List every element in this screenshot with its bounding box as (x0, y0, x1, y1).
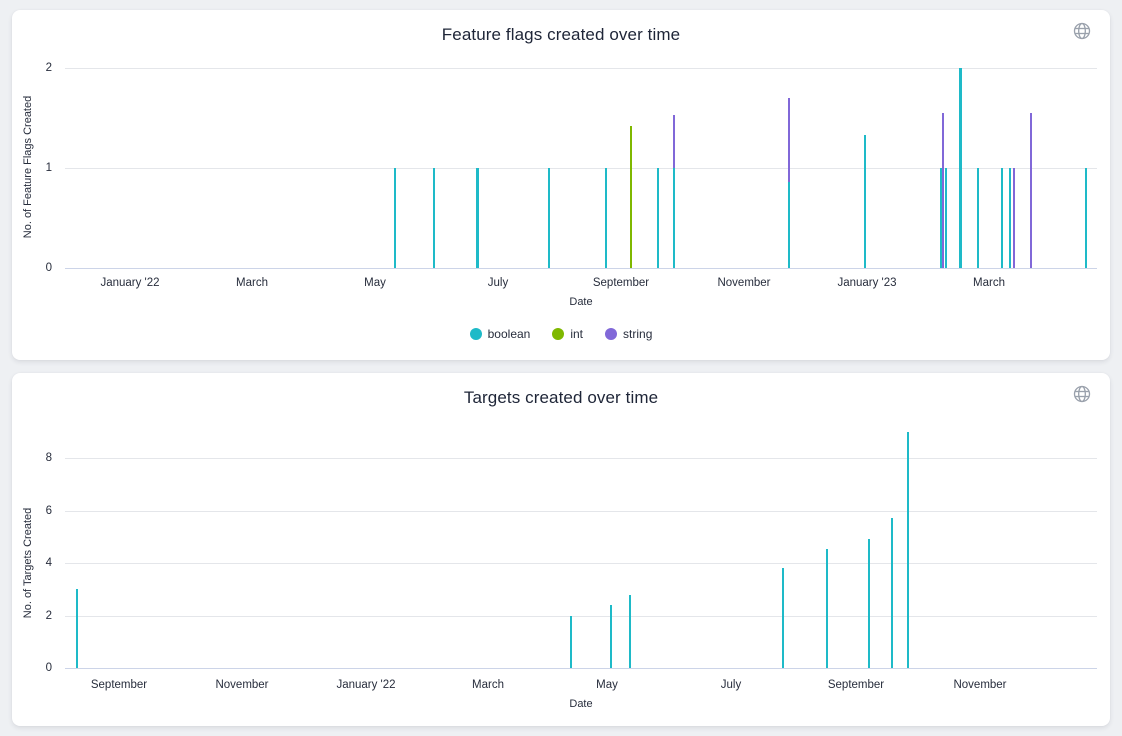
globe-icon[interactable] (1071, 384, 1093, 406)
y-tick-label: 1 (45, 161, 52, 174)
y-gridline (65, 458, 1097, 459)
bar-string[interactable] (1030, 112, 1032, 268)
legend-item-string[interactable]: string (605, 327, 652, 341)
x-tick-label: March (472, 679, 504, 691)
y-tick-label: 8 (45, 452, 52, 464)
globe-icon[interactable] (1071, 21, 1093, 43)
globe-icon (1073, 385, 1091, 403)
legend-label: string (623, 327, 653, 341)
y-gridline (65, 510, 1097, 512)
legend-item-boolean[interactable]: boolean (469, 327, 531, 341)
x-tick-label: November (717, 277, 771, 289)
x-tick-label: January '23 (837, 277, 897, 289)
bar-boolean[interactable] (475, 167, 479, 268)
bar-boolean[interactable] (1085, 167, 1087, 268)
bar-string[interactable] (942, 112, 944, 268)
x-tick-label: March (973, 277, 1005, 289)
x-tick-label: March (236, 277, 268, 289)
bar-boolean[interactable] (673, 167, 675, 268)
x-axis-line (65, 668, 1097, 669)
bar-targets[interactable] (826, 548, 828, 668)
y-tick-label: 2 (45, 61, 52, 74)
y-axis-title: No. of Feature Flags Created (22, 95, 34, 239)
bar-targets[interactable] (76, 589, 78, 668)
x-axis-title: Date (569, 296, 593, 308)
legend-label: boolean (487, 327, 531, 341)
legend-label: int (570, 327, 584, 341)
globe-icon (1073, 22, 1091, 40)
x-tick-label: September (827, 679, 885, 691)
bar-boolean[interactable] (864, 134, 866, 268)
x-tick-label: September (592, 277, 650, 289)
bar-boolean[interactable] (605, 167, 607, 268)
x-tick-label: July (720, 679, 742, 691)
bar-targets[interactable] (907, 431, 909, 668)
y-tick-label: 4 (45, 557, 52, 569)
feature-flags-chart-card: Feature flags created over time 0 1 2 Janua… (12, 10, 1110, 360)
bar-string[interactable] (1012, 167, 1015, 268)
bar-boolean[interactable] (548, 167, 550, 268)
bar-targets[interactable] (891, 518, 893, 668)
x-tick-label: May (596, 679, 618, 691)
x-tick-label: November (953, 679, 1007, 691)
bar-targets[interactable] (610, 605, 612, 668)
bar-targets[interactable] (629, 594, 631, 668)
bar-boolean[interactable] (657, 167, 659, 268)
y-gridline (65, 167, 1097, 169)
y-tick-label: 0 (45, 261, 52, 274)
chart-title: Targets created over time (463, 388, 659, 407)
bar-boolean[interactable] (1001, 167, 1003, 268)
y-gridline (65, 67, 1097, 69)
bar-boolean[interactable] (1009, 167, 1011, 268)
y-gridline (65, 563, 1097, 564)
x-tick-label: September (90, 679, 148, 691)
x-axis-title: Date (569, 698, 593, 710)
y-tick-label: 2 (45, 609, 52, 622)
bar-int[interactable] (630, 125, 632, 268)
y-axis-title: No. of Targets Created (22, 507, 34, 619)
bar-boolean[interactable] (433, 167, 435, 268)
bar-boolean[interactable] (940, 167, 942, 268)
legend-dot (605, 328, 618, 340)
legend-dot (552, 328, 565, 340)
feature-flags-chart: 0 1 2 January '22 March May July September Novem… (12, 10, 1110, 360)
targets-chart-card: Targets created over time 0 2 4 6 8 September… (12, 373, 1110, 726)
bar-boolean[interactable] (944, 167, 947, 268)
x-tick-label: January '22 (336, 679, 396, 691)
bar-targets[interactable] (570, 615, 572, 668)
bar-boolean[interactable] (394, 167, 396, 268)
chart-title: Feature flags created over time (441, 25, 681, 44)
bar-boolean[interactable] (788, 181, 790, 268)
targets-chart: 0 2 4 6 8 September November January '22 March Ma… (12, 373, 1110, 726)
x-axis-line (65, 267, 1097, 269)
chart-legend: boolean int string (12, 327, 1110, 348)
bar-boolean[interactable] (958, 67, 962, 268)
legend-dot (469, 328, 482, 340)
y-tick-label: 0 (45, 662, 52, 674)
x-tick-label: November (215, 679, 269, 691)
x-tick-label: May (364, 277, 386, 289)
bar-targets[interactable] (868, 539, 870, 668)
x-tick-label: January '22 (100, 277, 160, 289)
x-tick-label: July (487, 277, 509, 289)
bar-boolean[interactable] (977, 167, 979, 268)
y-gridline (65, 615, 1097, 617)
y-tick-label: 6 (45, 504, 52, 517)
bar-targets[interactable] (782, 568, 784, 668)
legend-item-int[interactable]: int (552, 327, 583, 341)
